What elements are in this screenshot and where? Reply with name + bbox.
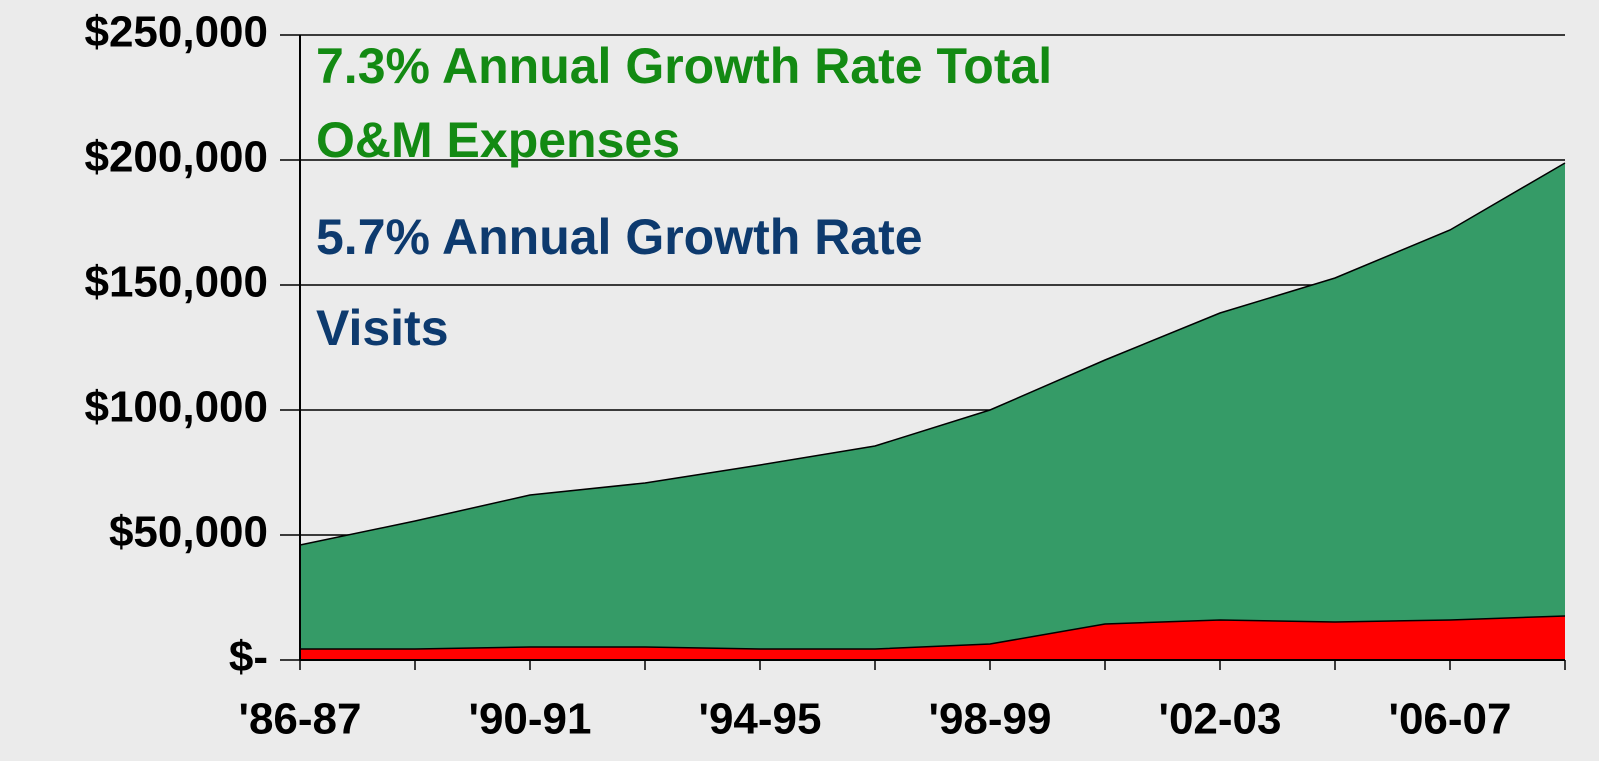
area-outline — [299, 162, 1566, 546]
annotation: O&M Expenses — [316, 112, 680, 168]
area — [300, 616, 1565, 660]
x-tick-label: '02-03 — [1159, 695, 1282, 744]
x-tick-label: '90-91 — [469, 695, 592, 744]
annotation: Visits — [316, 300, 449, 356]
y-tick-label: $- — [229, 633, 268, 682]
y-tick-label: $150,000 — [84, 258, 268, 307]
y-tick-label: $250,000 — [84, 8, 268, 57]
y-tick-label: $100,000 — [84, 383, 268, 432]
x-tick-label: '98-99 — [929, 695, 1052, 744]
y-tick-label: $200,000 — [84, 133, 268, 182]
area-outline — [300, 615, 1566, 650]
annotation: 7.3% Annual Growth Rate Total — [316, 38, 1052, 94]
x-tick-label: '86-87 — [239, 695, 362, 744]
y-tick-label: $50,000 — [109, 508, 268, 557]
x-tick-label: '94-95 — [699, 695, 822, 744]
annotation: 5.7% Annual Growth Rate — [316, 209, 923, 265]
area — [300, 163, 1565, 660]
x-tick-label: '06-07 — [1389, 695, 1512, 744]
